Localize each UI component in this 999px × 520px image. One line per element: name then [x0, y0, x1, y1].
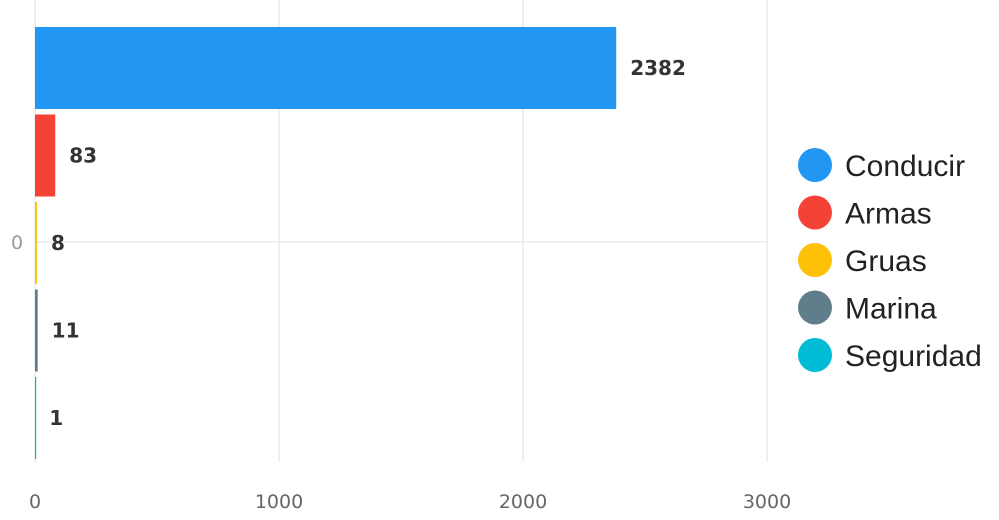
bar-conducir[interactable] [35, 27, 617, 109]
legend-marker [798, 195, 832, 230]
bar-armas[interactable] [35, 114, 56, 197]
legend-label: Marina [845, 293, 937, 326]
legend-item-conducir[interactable]: Conducir [798, 148, 965, 183]
x-tick-label: 3000 [743, 491, 791, 513]
legend-marker [798, 148, 832, 182]
x-tick-label: 1000 [255, 491, 303, 513]
data-label-gruas: 8 [51, 231, 65, 255]
category-axis: 0 [11, 232, 23, 254]
legend-label: Conducir [845, 150, 965, 183]
bar-marina[interactable] [35, 289, 38, 372]
x-tick-label: 2000 [499, 491, 547, 513]
legend-label: Gruas [845, 245, 927, 278]
data-label-marina: 11 [52, 319, 80, 343]
bar-gruas[interactable] [35, 202, 37, 284]
category-label: 0 [11, 232, 23, 254]
legend-label: Armas [845, 198, 932, 231]
bar-seguridad[interactable] [35, 377, 37, 459]
legend-item-seguridad[interactable]: Seguridad [798, 338, 982, 373]
data-label-seguridad: 1 [49, 406, 63, 430]
x-axis: 0 1000 2000 3000 [29, 491, 791, 513]
chart-bars [35, 27, 617, 459]
x-tick-label: 0 [29, 491, 41, 513]
legend-item-marina[interactable]: Marina [798, 290, 937, 326]
legend-label: Seguridad [845, 340, 982, 373]
data-label-conducir: 2382 [630, 56, 686, 80]
legend-marker [798, 338, 832, 372]
legend-item-gruas[interactable]: Gruas [798, 243, 927, 278]
chart-legend[interactable]: Conducir Armas Gruas Marina Seguridad [798, 148, 982, 373]
legend-marker [798, 290, 832, 325]
legend-marker [798, 243, 832, 277]
data-label-armas: 83 [69, 144, 97, 168]
legend-item-armas[interactable]: Armas [798, 195, 932, 231]
